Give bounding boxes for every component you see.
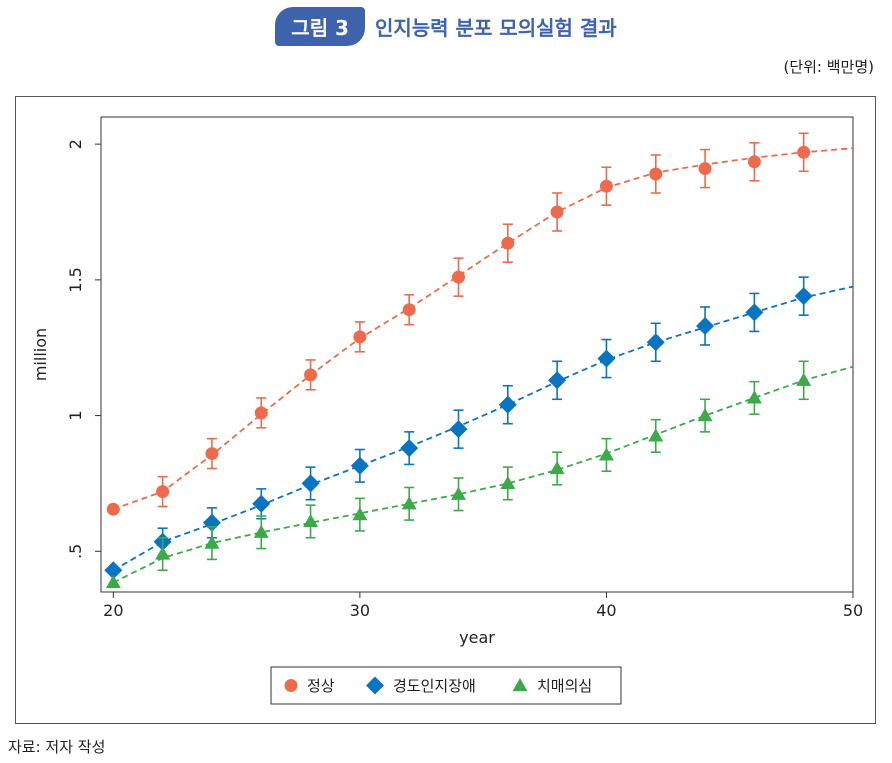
plot-area [100, 116, 854, 593]
legend-box [270, 666, 622, 705]
data-point [205, 447, 219, 461]
data-point [304, 368, 318, 382]
data-point [252, 494, 271, 513]
data-point [498, 395, 517, 414]
data-point [500, 475, 516, 490]
data-point [303, 513, 319, 528]
data-point [648, 428, 664, 442]
unit-label: (단위: 백만명) [783, 58, 874, 76]
series-trend-line [112, 285, 854, 572]
y-tick-label: 1 [66, 410, 85, 420]
data-point [649, 167, 663, 181]
x-tick-label: 50 [843, 601, 863, 620]
data-point [353, 330, 367, 344]
y-axis-title: million [31, 328, 50, 381]
figure-title-row: 그림 3 인지능력 분포 모의실험 결과 [0, 6, 892, 46]
data-point [696, 317, 715, 335]
data-point [449, 420, 468, 439]
chart-frame: 20 30 40 50 .5 1 1.5 2 year million 정상 경도인지장애 치매의심 [15, 96, 876, 724]
source-note: 자료: 저자 작성 [8, 738, 106, 756]
data-point [401, 496, 417, 510]
data-point [253, 524, 269, 538]
y-tick-label: 2 [66, 139, 85, 149]
data-point [452, 270, 466, 284]
data-point [301, 474, 320, 493]
series-2 [104, 276, 854, 580]
series-trend-line [112, 147, 854, 511]
data-point [745, 303, 764, 322]
x-tick-label: 20 [103, 601, 123, 620]
series-3 [105, 360, 854, 589]
data-point [104, 561, 123, 580]
data-point [747, 155, 761, 169]
legend: 정상 경도인지장애 치매의심 [270, 666, 622, 705]
legend-marker [512, 678, 528, 692]
data-point [254, 406, 268, 420]
figure-number-badge: 그림 3 [275, 6, 365, 46]
legend-label: 경도인지장애 [393, 677, 476, 695]
data-point [105, 575, 121, 589]
data-point [352, 507, 368, 521]
y-tick-label: 1.5 [66, 267, 85, 292]
legend-label: 정상 [307, 677, 335, 695]
legend-label: 치매의심 [537, 677, 592, 695]
data-point [796, 372, 812, 386]
data-point [598, 447, 614, 461]
x-tick-label: 40 [596, 601, 616, 620]
data-point [549, 461, 565, 475]
data-point [501, 236, 515, 250]
data-point [698, 162, 712, 176]
data-point [451, 486, 467, 500]
data-point [797, 145, 811, 159]
data-point [350, 456, 369, 475]
data-point [400, 439, 419, 458]
data-point [794, 287, 813, 306]
legend-marker [366, 676, 384, 695]
data-point [204, 535, 220, 549]
legend-marker [284, 679, 298, 692]
data-point [597, 349, 616, 368]
figure-title: 인지능력 분포 모의실험 결과 [374, 15, 617, 40]
chart-svg: 20 30 40 50 .5 1 1.5 2 year million 정상 경도인지장애 치매의심 [31, 116, 863, 705]
data-point [697, 408, 713, 422]
data-point [746, 390, 762, 404]
data-point [646, 333, 665, 352]
x-tick-label: 30 [350, 601, 370, 620]
data-point [106, 502, 120, 516]
data-point [550, 205, 564, 219]
data-point [156, 485, 170, 499]
data-point [155, 546, 171, 560]
series-trend-line [112, 365, 854, 584]
series-1 [106, 132, 854, 516]
y-tick-label: .5 [66, 544, 85, 559]
data-point [402, 303, 416, 317]
data-point [599, 179, 613, 193]
x-axis-title: year [459, 628, 495, 647]
data-point [548, 371, 567, 390]
